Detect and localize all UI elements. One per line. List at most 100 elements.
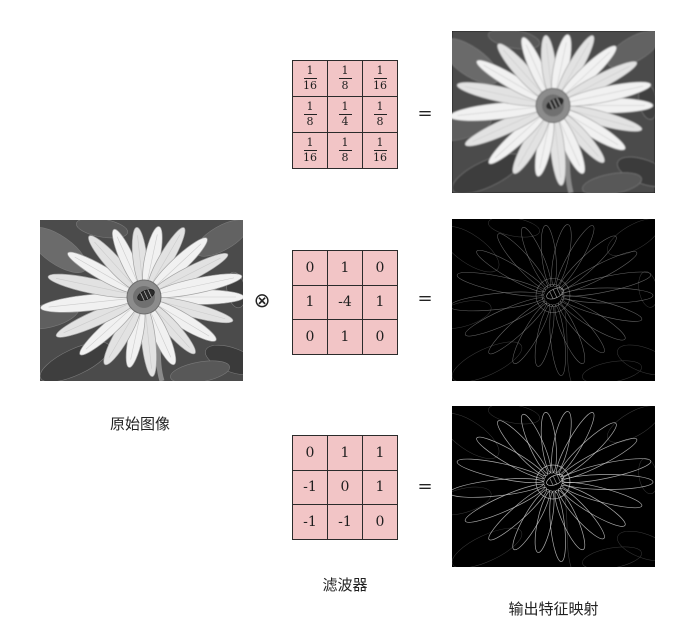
bee-stripe [143, 290, 149, 300]
output-feature-map-graphic [452, 219, 655, 381]
filter-cell: 1 [328, 436, 362, 470]
output-feature-map-graphic [452, 406, 655, 567]
flower-petal [534, 304, 555, 367]
filter-cell: 1 [293, 285, 327, 320]
output-feature-map-smoothed [452, 31, 655, 193]
bee-stripe [549, 477, 554, 486]
petal-crease [546, 43, 552, 91]
filter-cell: 1 [363, 470, 397, 505]
filter-cell: 1 16 [293, 133, 327, 168]
output-feature-map-diagonal-edges [452, 406, 655, 567]
petal-crease [94, 241, 135, 287]
petal-crease [149, 310, 172, 358]
filter-cell: 0 [328, 470, 362, 505]
bee-stripe [556, 474, 561, 483]
flower-petal [488, 300, 547, 355]
petal-crease [116, 236, 139, 284]
bee-stripe [552, 289, 558, 298]
convolution-operator: ⊗ [253, 288, 271, 312]
fraction: 1 16 [303, 64, 317, 92]
equals-sign: = [417, 288, 433, 309]
flower-scene [452, 406, 655, 567]
fraction-denominator: 8 [341, 79, 349, 92]
fraction-numerator: 1 [373, 136, 387, 151]
flower-petal [476, 250, 546, 293]
flower-petal [521, 227, 552, 288]
flower-petal [464, 297, 546, 337]
filter-diagonal-edge: 0 1 1 -1 0 1 -1 -1 0 [292, 435, 398, 540]
fraction-denominator: 4 [341, 115, 349, 128]
petal-crease [472, 111, 540, 142]
bee-stripe [549, 290, 554, 300]
flower-petal [512, 302, 550, 364]
fraction-numerator: 1 [338, 100, 352, 115]
filter-cell: 1 16 [293, 61, 327, 96]
petal-crease [503, 49, 544, 95]
petal-crease [130, 311, 142, 360]
flower-petal [456, 272, 545, 297]
flower-scene [452, 31, 655, 193]
bee-stripe [147, 289, 152, 298]
filter-cell: 0 [293, 436, 327, 470]
petal-crease [517, 118, 546, 167]
flower-petal [521, 413, 552, 475]
petal-crease [156, 304, 210, 337]
equals-sign: = [417, 103, 433, 124]
bee-stripe [556, 97, 561, 106]
petal-crease [525, 44, 548, 92]
background-leaf [582, 172, 642, 193]
fraction-denominator: 16 [373, 79, 387, 92]
flower-center [535, 278, 571, 313]
filter-cell: 1 16 [363, 133, 397, 168]
filter-cell: -4 [328, 285, 362, 320]
petal-crease [562, 116, 599, 157]
flower-petal [452, 478, 545, 498]
bee [546, 474, 564, 486]
petal-crease [63, 302, 131, 334]
flower-scene [40, 220, 243, 381]
flower-center-inner [541, 470, 565, 494]
fraction-numerator: 1 [373, 64, 387, 79]
background-leaf [452, 226, 500, 273]
petal-crease [457, 106, 539, 116]
filter-cell: 1 [328, 251, 362, 285]
petal-crease [555, 42, 567, 91]
fraction-numerator: 1 [303, 64, 317, 79]
filter-cell: 1 [363, 285, 397, 320]
filter-cell: 0 [363, 320, 397, 354]
flower-scene [452, 219, 655, 381]
filter-cell: 0 [363, 251, 397, 285]
background-leaf [488, 406, 540, 425]
flower-petal [554, 489, 586, 551]
petal-crease [151, 234, 181, 285]
filter-cell: -1 [293, 505, 327, 539]
petal-crease [539, 120, 551, 169]
fraction: 1 16 [373, 64, 387, 92]
flower-petal [556, 412, 595, 475]
bee-stripe [556, 287, 561, 296]
petal-crease [137, 235, 143, 283]
flower-petal [556, 225, 595, 289]
flower-petal [452, 291, 545, 312]
fraction-numerator: 1 [338, 64, 352, 79]
flower-center [535, 464, 571, 500]
flower-petal [558, 235, 617, 291]
original-image-label: 原始图像 [109, 415, 170, 433]
background-leaf [452, 413, 500, 459]
filter-cell: -1 [328, 505, 362, 539]
bee [546, 287, 564, 300]
petal-crease [567, 109, 635, 128]
original-image-graphic [40, 220, 243, 381]
petal-crease [145, 311, 152, 369]
petal-crease [85, 306, 134, 350]
flower-petal [558, 422, 617, 477]
flower-center-inner [541, 284, 565, 307]
petal-crease [153, 307, 190, 348]
